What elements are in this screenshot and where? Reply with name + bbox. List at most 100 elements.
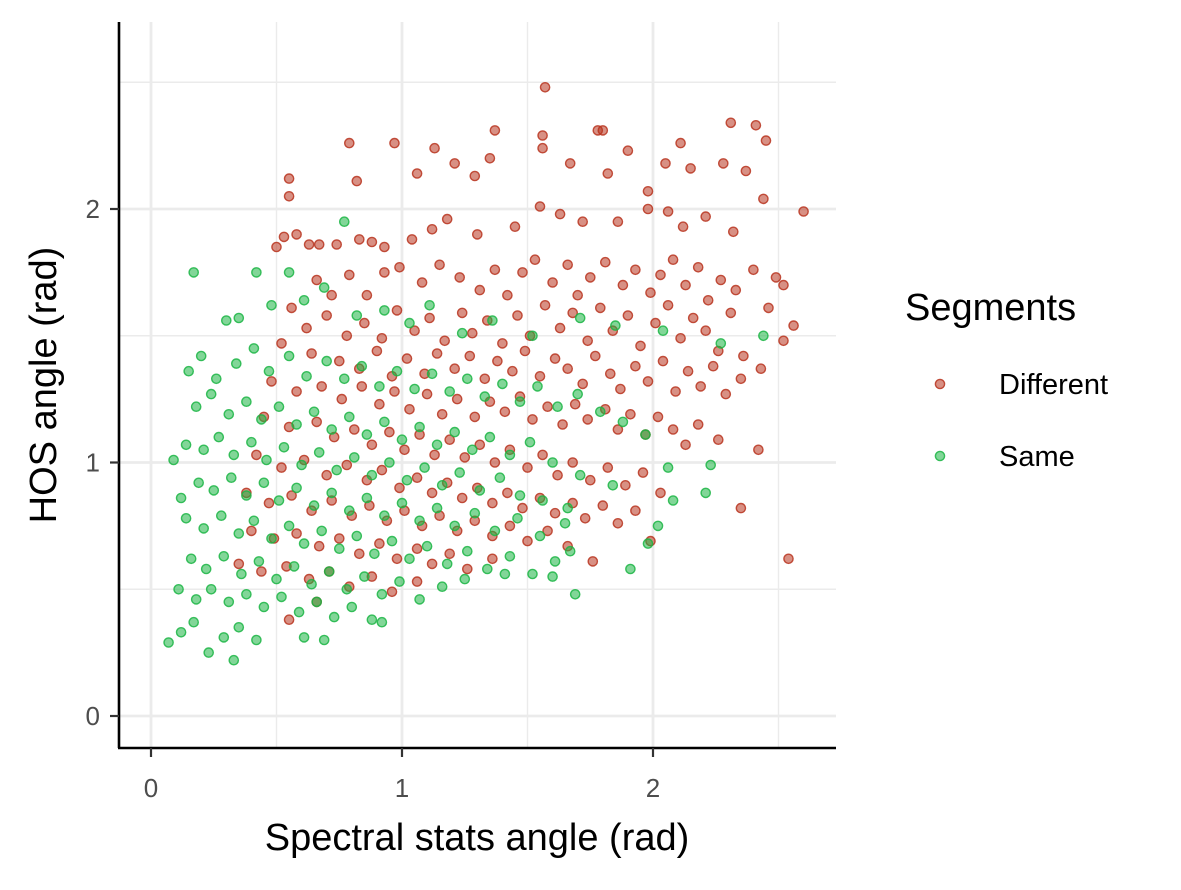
data-point-same xyxy=(316,525,328,537)
data-point-different xyxy=(567,457,579,468)
data-point-same xyxy=(271,573,282,585)
data-point-different xyxy=(517,502,528,514)
data-point-same xyxy=(379,416,390,428)
data-point-same xyxy=(326,424,338,435)
data-point-different xyxy=(715,274,727,286)
data-point-different xyxy=(286,490,297,501)
data-point-different xyxy=(738,350,749,362)
legend-key-different xyxy=(934,378,946,390)
data-point-same xyxy=(351,310,363,321)
data-point-different xyxy=(444,548,456,560)
data-point-same xyxy=(386,535,398,547)
data-point-same xyxy=(414,421,425,433)
data-point-same xyxy=(273,495,285,506)
data-point-same xyxy=(489,525,501,537)
data-point-same xyxy=(595,406,606,418)
data-point-different xyxy=(577,378,589,390)
data-point-same xyxy=(351,530,363,542)
data-point-different xyxy=(371,345,383,357)
data-point-different xyxy=(788,320,799,331)
data-point-different xyxy=(522,462,533,473)
data-point-same xyxy=(283,267,295,278)
data-point-different xyxy=(557,419,568,430)
data-point-same xyxy=(547,457,558,468)
data-point-different xyxy=(534,370,546,382)
data-point-same xyxy=(308,500,320,511)
data-point-different xyxy=(356,381,368,392)
data-point-different xyxy=(487,497,498,509)
data-point-same xyxy=(504,449,516,461)
data-point-different xyxy=(539,299,551,311)
data-point-different xyxy=(487,553,498,565)
data-point-same xyxy=(466,444,478,456)
data-point-different xyxy=(720,388,732,400)
data-point-different xyxy=(489,457,501,468)
data-point-different xyxy=(303,239,315,250)
data-point-same xyxy=(449,426,461,438)
data-point-different xyxy=(770,272,782,283)
data-point-different xyxy=(449,158,461,169)
data-point-same xyxy=(291,482,302,494)
data-point-different xyxy=(456,492,468,504)
data-point-different xyxy=(406,234,418,245)
data-point-different xyxy=(283,190,295,202)
data-point-same xyxy=(562,502,574,514)
data-point-same xyxy=(248,343,260,354)
data-point-same xyxy=(574,312,586,324)
data-point-same xyxy=(617,416,629,428)
data-point-different xyxy=(534,201,546,212)
data-point-same xyxy=(193,477,204,489)
data-point-different xyxy=(602,462,614,473)
data-point-different xyxy=(266,376,277,387)
data-point-different xyxy=(441,213,453,225)
legend-title: Segments xyxy=(905,287,1076,329)
data-point-same xyxy=(228,654,240,666)
legend-key-same xyxy=(934,450,946,462)
data-point-different xyxy=(735,373,747,385)
data-point-different xyxy=(502,289,513,301)
data-point-same xyxy=(348,452,360,463)
data-point-different xyxy=(527,414,538,425)
data-point-different xyxy=(271,241,282,253)
data-point-same xyxy=(369,548,380,560)
data-point-same xyxy=(394,576,405,587)
data-point-different xyxy=(461,563,473,575)
data-point-same xyxy=(218,632,230,643)
data-point-same xyxy=(574,469,586,481)
data-point-different xyxy=(595,302,606,314)
data-point-same xyxy=(494,472,506,484)
data-point-different xyxy=(341,330,353,342)
data-point-different xyxy=(366,236,378,248)
x-axis-title: Spectral stats angle (rad) xyxy=(265,817,690,859)
data-point-different xyxy=(755,363,767,375)
data-point-different xyxy=(313,540,325,552)
data-point-different xyxy=(276,462,287,473)
data-point-different xyxy=(692,261,704,273)
y-tick-label: 0 xyxy=(86,701,100,731)
data-point-different xyxy=(426,558,438,570)
data-point-different xyxy=(798,206,809,217)
data-point-same xyxy=(436,479,448,491)
data-point-different xyxy=(311,416,323,428)
data-point-same xyxy=(273,401,285,413)
data-point-different xyxy=(582,335,594,347)
data-point-different xyxy=(657,355,669,367)
data-point-same xyxy=(667,495,679,506)
data-point-same xyxy=(198,444,209,456)
data-point-different xyxy=(469,170,481,182)
data-point-different xyxy=(313,239,325,250)
data-point-same xyxy=(657,325,669,337)
data-point-different xyxy=(567,307,579,319)
data-point-same xyxy=(283,350,295,362)
data-point-same xyxy=(441,558,453,570)
data-point-different xyxy=(333,533,345,544)
data-point-same xyxy=(527,330,538,342)
data-point-different xyxy=(311,274,323,286)
data-point-different xyxy=(429,449,440,461)
data-point-different xyxy=(326,289,338,301)
data-point-different xyxy=(471,229,483,240)
data-point-same xyxy=(481,563,493,575)
data-point-same xyxy=(233,622,245,633)
data-point-different xyxy=(276,338,287,349)
data-point-different xyxy=(675,332,686,344)
